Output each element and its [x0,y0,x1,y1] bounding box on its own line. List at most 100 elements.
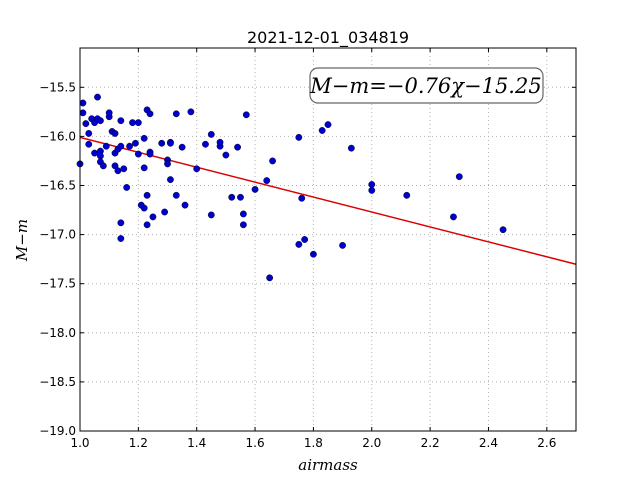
data-point [318,127,326,134]
data-point [91,149,98,157]
data-point [149,213,157,221]
data-point [99,162,107,170]
axis-ticks: 1.0 1.2 1.4 1.6 1.8 2.0 2.2 2.4 2.6 −19.0 −18.5 −18… [39,48,576,450]
data-point [347,144,355,152]
data-point [105,109,113,117]
data-point [167,176,174,183]
data-point [117,235,125,242]
data-point [111,130,119,137]
data-point [207,211,215,219]
data-point [97,117,104,125]
x-tick-label: 2.2 [421,436,440,450]
y-tick-label: −18.0 [39,326,76,340]
data-point [295,133,303,141]
data-point [85,130,93,137]
data-point [167,139,174,147]
data-point [239,221,247,229]
grid-lines [79,48,576,432]
x-tick-label: 1.6 [246,436,265,450]
data-point [82,120,90,128]
data-point [301,236,309,243]
fit-equation-annotation: M−m=−0.76χ−15.25 [309,67,544,104]
data-point [117,219,125,227]
data-point [239,210,247,218]
data-point [450,213,457,221]
y-axis-label: M−m [13,219,31,262]
data-point [161,208,169,216]
fit-line-layer [79,136,577,265]
data-point [158,139,166,147]
data-point [94,93,101,101]
data-point [263,177,271,184]
data-point [295,241,303,248]
data-point [126,142,134,150]
data-point [403,191,411,199]
x-tick-label: 2.0 [362,436,381,450]
data-point [269,157,276,165]
y-tick-label: −17.0 [39,228,76,242]
data-point [266,274,274,282]
x-tick-label: 2.6 [537,436,556,450]
fit-equation: M−m=−0.76χ−15.25 [309,74,541,98]
data-point [234,143,241,151]
data-point [202,140,209,148]
data-point [132,139,139,147]
data-point [339,241,346,249]
chart-title: 2021-12-01_034819 [247,28,409,48]
data-point [140,164,148,172]
data-point [85,140,93,148]
data-point [222,151,230,159]
data-point [146,110,154,118]
data-point [102,142,110,150]
data-point [143,221,151,229]
data-point [368,181,376,188]
data-point [251,186,259,193]
y-tick-label: −15.5 [39,80,76,94]
data-point [117,117,125,125]
x-tick-label: 1.8 [304,436,323,450]
data-point [172,110,180,118]
data-point [140,204,148,212]
data-point [79,99,87,107]
x-axis-label: airmass [298,456,358,474]
data-point [146,150,154,158]
data-point [120,165,128,173]
y-tick-label: −19.0 [39,424,76,438]
data-point [164,160,171,168]
y-tick-label: −17.5 [39,277,76,291]
data-point [310,250,317,258]
data-points [76,93,507,282]
data-point [228,193,236,201]
y-tick-label: −18.5 [39,375,76,389]
data-point [143,191,151,199]
plot-frame [79,47,577,432]
data-point [207,131,215,138]
data-point [97,152,104,160]
data-point [324,121,332,129]
data-point [499,226,507,234]
data-point [117,142,125,150]
data-point [181,201,189,209]
data-point [368,186,376,194]
data-point [140,134,148,142]
data-point [129,119,136,127]
data-point [237,193,244,201]
data-point [178,143,186,151]
data-point [242,111,250,119]
data-point [114,167,122,175]
y-tick-label: −16.0 [39,129,76,143]
x-tick-label: 1.2 [129,436,148,450]
data-point [172,191,180,199]
x-tick-label: 1.0 [70,436,89,450]
data-point [79,109,87,117]
data-point [134,119,142,127]
data-point [134,150,142,158]
y-tick-label: −16.5 [39,178,76,192]
annotation-box [309,67,544,104]
data-point [187,108,195,116]
data-point [455,173,463,181]
data-point [123,184,131,191]
fit-line [79,136,577,265]
x-tick-label: 1.4 [187,436,206,450]
